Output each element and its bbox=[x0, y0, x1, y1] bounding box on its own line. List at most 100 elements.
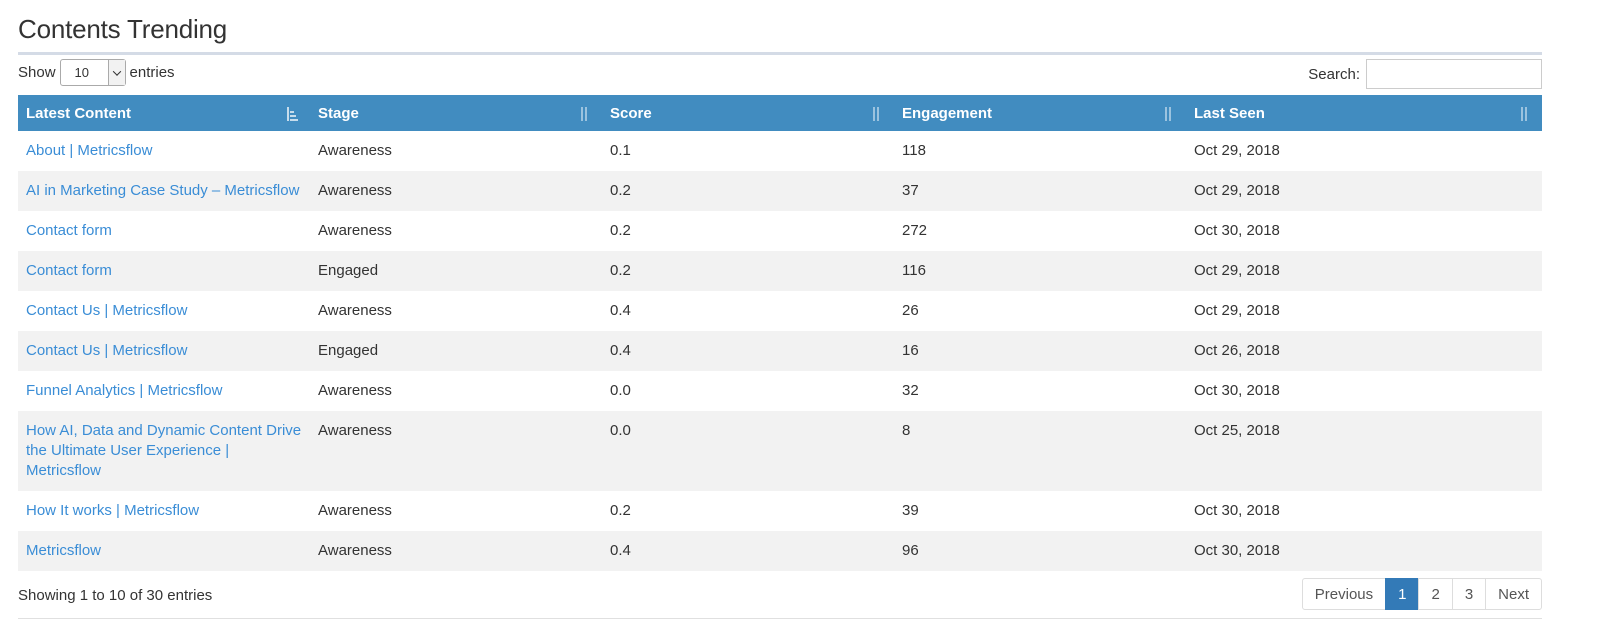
cell-score: 0.2 bbox=[610, 502, 631, 519]
cell-content: AI in Marketing Case Study – Metricsflow bbox=[18, 171, 310, 211]
cell-last-seen: Oct 26, 2018 bbox=[1186, 331, 1542, 371]
cell-score: 0.4 bbox=[602, 531, 894, 571]
content-link[interactable]: About | Metricsflow bbox=[26, 142, 153, 159]
cell-last-seen: Oct 29, 2018 bbox=[1194, 302, 1280, 319]
content-link[interactable]: Contact Us | Metricsflow bbox=[26, 342, 188, 359]
cell-stage: Awareness bbox=[310, 411, 602, 491]
page-button-2[interactable]: 2 bbox=[1418, 578, 1453, 610]
table-row: Contact form Awareness 0.2 272 Oct 30, 2… bbox=[18, 211, 1542, 251]
entries-label: entries bbox=[129, 64, 175, 81]
sort-both-icon bbox=[1516, 105, 1532, 121]
table-controls: Show 10 entries Search: bbox=[18, 55, 1542, 95]
cell-engagement: 26 bbox=[902, 302, 919, 319]
cell-engagement: 272 bbox=[902, 222, 928, 239]
cell-last-seen: Oct 30, 2018 bbox=[1194, 222, 1280, 239]
content-link[interactable]: How AI, Data and Dynamic Content Drive t… bbox=[26, 422, 302, 479]
column-header-last-seen[interactable]: Last Seen bbox=[1186, 95, 1542, 131]
cell-stage: Awareness bbox=[318, 302, 392, 319]
search-input[interactable] bbox=[1366, 59, 1542, 89]
search-control: Search: bbox=[1308, 59, 1542, 89]
column-header-latest-content[interactable]: Latest Content bbox=[18, 95, 310, 131]
cell-score: 0.2 bbox=[610, 222, 631, 239]
cell-engagement: 32 bbox=[902, 382, 919, 399]
cell-score: 0.2 bbox=[602, 171, 894, 211]
cell-content: Contact Us | Metricsflow bbox=[18, 291, 310, 331]
cell-stage: Awareness bbox=[318, 382, 392, 399]
cell-score: 0.2 bbox=[602, 251, 894, 291]
cell-engagement: 37 bbox=[894, 171, 1186, 211]
page-size-value: 10 bbox=[74, 65, 89, 80]
table-row: How It works | Metricsflow Awareness 0.2… bbox=[18, 491, 1542, 531]
sort-ascending-icon bbox=[284, 105, 300, 121]
cell-content: How It works | Metricsflow bbox=[18, 491, 310, 531]
content-link[interactable]: Contact form bbox=[26, 222, 112, 239]
cell-last-seen: Oct 29, 2018 bbox=[1194, 142, 1280, 159]
page-button-1[interactable]: 1 bbox=[1385, 578, 1420, 610]
table-header-row: Latest Content Stage Score Engagement bbox=[18, 95, 1542, 131]
cell-stage: Awareness bbox=[318, 142, 392, 159]
title-divider bbox=[18, 52, 1542, 55]
cell-engagement: 96 bbox=[894, 531, 1186, 571]
cell-engagement: 118 bbox=[902, 142, 926, 159]
table-row: Contact Us | Metricsflow Engaged 0.4 16 … bbox=[18, 331, 1542, 371]
content-link[interactable]: Funnel Analytics | Metricsflow bbox=[26, 382, 223, 399]
cell-content: Funnel Analytics | Metricsflow bbox=[18, 371, 310, 411]
content-link[interactable]: Contact form bbox=[26, 262, 112, 279]
cell-last-seen: Oct 30, 2018 bbox=[1194, 382, 1280, 399]
cell-last-seen: Oct 29, 2018 bbox=[1186, 251, 1542, 291]
column-header-label: Engagement bbox=[902, 104, 993, 122]
cell-stage: Awareness bbox=[310, 531, 602, 571]
show-label: Show bbox=[18, 64, 56, 81]
next-button[interactable]: Next bbox=[1485, 578, 1542, 610]
sort-both-icon bbox=[1160, 105, 1176, 121]
column-header-stage[interactable]: Stage bbox=[310, 95, 602, 131]
content-link[interactable]: Metricsflow bbox=[26, 542, 102, 559]
sort-both-icon bbox=[868, 105, 884, 121]
sort-both-icon bbox=[576, 105, 592, 121]
cell-content: About | Metricsflow bbox=[18, 131, 310, 171]
content-link[interactable]: Contact Us | Metricsflow bbox=[26, 302, 188, 319]
table-row: Metricsflow Awareness 0.4 96 Oct 30, 201… bbox=[18, 531, 1542, 571]
cell-score: 0.4 bbox=[610, 302, 631, 319]
chevron-down-icon bbox=[107, 60, 125, 85]
table-row: About | Metricsflow Awareness 0.1 118 Oc… bbox=[18, 131, 1542, 171]
previous-button[interactable]: Previous bbox=[1301, 578, 1387, 610]
table-footer: Showing 1 to 10 of 30 entries Previous 1… bbox=[18, 578, 1542, 628]
table-row: AI in Marketing Case Study – Metricsflow… bbox=[18, 171, 1542, 211]
contents-trending-widget: Contents Trending Show 10 entries Search… bbox=[18, 0, 1542, 628]
cell-score: 0.4 bbox=[602, 331, 894, 371]
cell-engagement: 16 bbox=[894, 331, 1186, 371]
column-header-label: Latest Content bbox=[26, 104, 131, 122]
cell-stage: Engaged bbox=[310, 331, 602, 371]
column-header-score[interactable]: Score bbox=[602, 95, 894, 131]
cell-last-seen: Oct 25, 2018 bbox=[1186, 411, 1542, 491]
cell-last-seen: Oct 30, 2018 bbox=[1194, 502, 1280, 519]
page-size-select[interactable]: 10 bbox=[59, 59, 126, 86]
footer-divider bbox=[18, 618, 1542, 619]
cell-score: 0.0 bbox=[610, 382, 631, 399]
cell-stage: Awareness bbox=[318, 502, 392, 519]
cell-stage: Awareness bbox=[318, 222, 392, 239]
table-row: Funnel Analytics | Metricsflow Awareness… bbox=[18, 371, 1542, 411]
cell-content: Contact Us | Metricsflow bbox=[18, 331, 310, 371]
page-title: Contents Trending bbox=[18, 14, 228, 44]
table-row: Contact Us | Metricsflow Awareness 0.4 2… bbox=[18, 291, 1542, 331]
cell-stage: Engaged bbox=[310, 251, 602, 291]
cell-last-seen: Oct 29, 2018 bbox=[1186, 171, 1542, 211]
table-row: Contact form Engaged 0.2 116 Oct 29, 201… bbox=[18, 251, 1542, 291]
column-header-label: Score bbox=[610, 104, 652, 122]
search-label: Search: bbox=[1308, 65, 1360, 83]
page-size-control: Show 10 entries bbox=[18, 59, 175, 86]
content-link[interactable]: How It works | Metricsflow bbox=[26, 502, 200, 519]
entries-info: Showing 1 to 10 of 30 entries bbox=[18, 587, 213, 604]
cell-engagement: 116 bbox=[894, 251, 1186, 291]
page-button-3[interactable]: 3 bbox=[1451, 578, 1487, 610]
cell-content: Contact form bbox=[18, 251, 310, 291]
cell-engagement: 8 bbox=[894, 411, 1186, 491]
cell-content: How AI, Data and Dynamic Content Drive t… bbox=[18, 411, 310, 491]
cell-score: 0.1 bbox=[610, 142, 631, 159]
column-header-engagement[interactable]: Engagement bbox=[894, 95, 1186, 131]
contents-table: Latest Content Stage Score Engagement bbox=[18, 95, 1542, 571]
content-link[interactable]: AI in Marketing Case Study – Metricsflow bbox=[26, 182, 300, 199]
table-row: How AI, Data and Dynamic Content Drive t… bbox=[18, 411, 1542, 491]
